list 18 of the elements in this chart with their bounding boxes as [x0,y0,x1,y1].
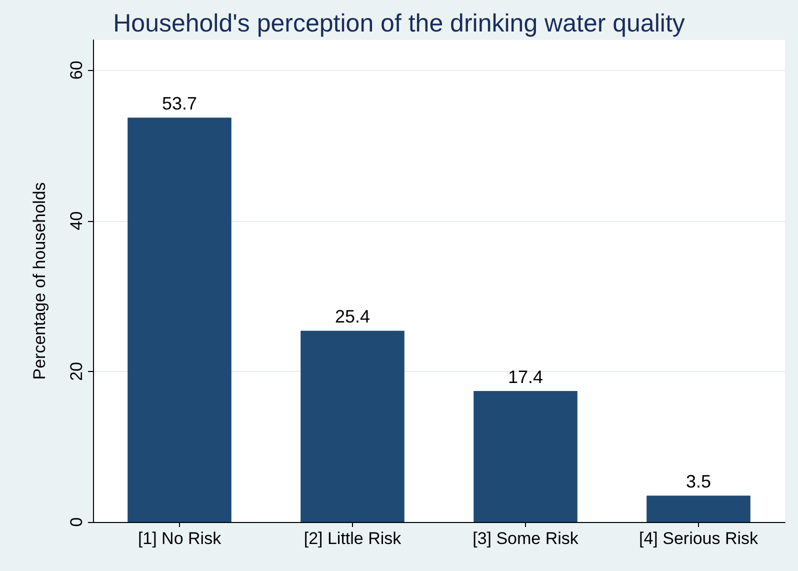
x-tick-label: [3] Some Risk [472,529,579,548]
bar [646,496,750,522]
bar [300,330,404,522]
y-tick-label: 20 [67,362,86,381]
x-tick-label: [4] Serious Risk [638,529,759,548]
bar [128,118,232,522]
bar [474,390,578,522]
y-tick-label: 60 [67,60,86,80]
y-axis-title: Percentage of households [30,182,49,380]
x-tick-label: [2] Little Risk [304,529,402,548]
data-label: 17.4 [508,366,544,387]
x-tick-label: [1] No Risk [138,529,222,548]
chart-title: Household's perception of the drinking water quality [113,10,686,38]
y-tick-label: 0 [67,517,86,527]
data-label: 53.7 [162,94,198,114]
data-label: 3.5 [686,472,712,492]
y-tick-label: 40 [67,211,86,230]
data-label: 25.4 [334,306,370,327]
